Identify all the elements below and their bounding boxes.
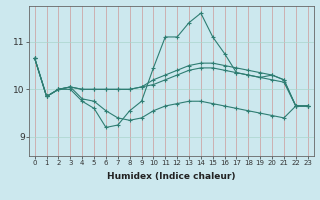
X-axis label: Humidex (Indice chaleur): Humidex (Indice chaleur)	[107, 172, 236, 181]
